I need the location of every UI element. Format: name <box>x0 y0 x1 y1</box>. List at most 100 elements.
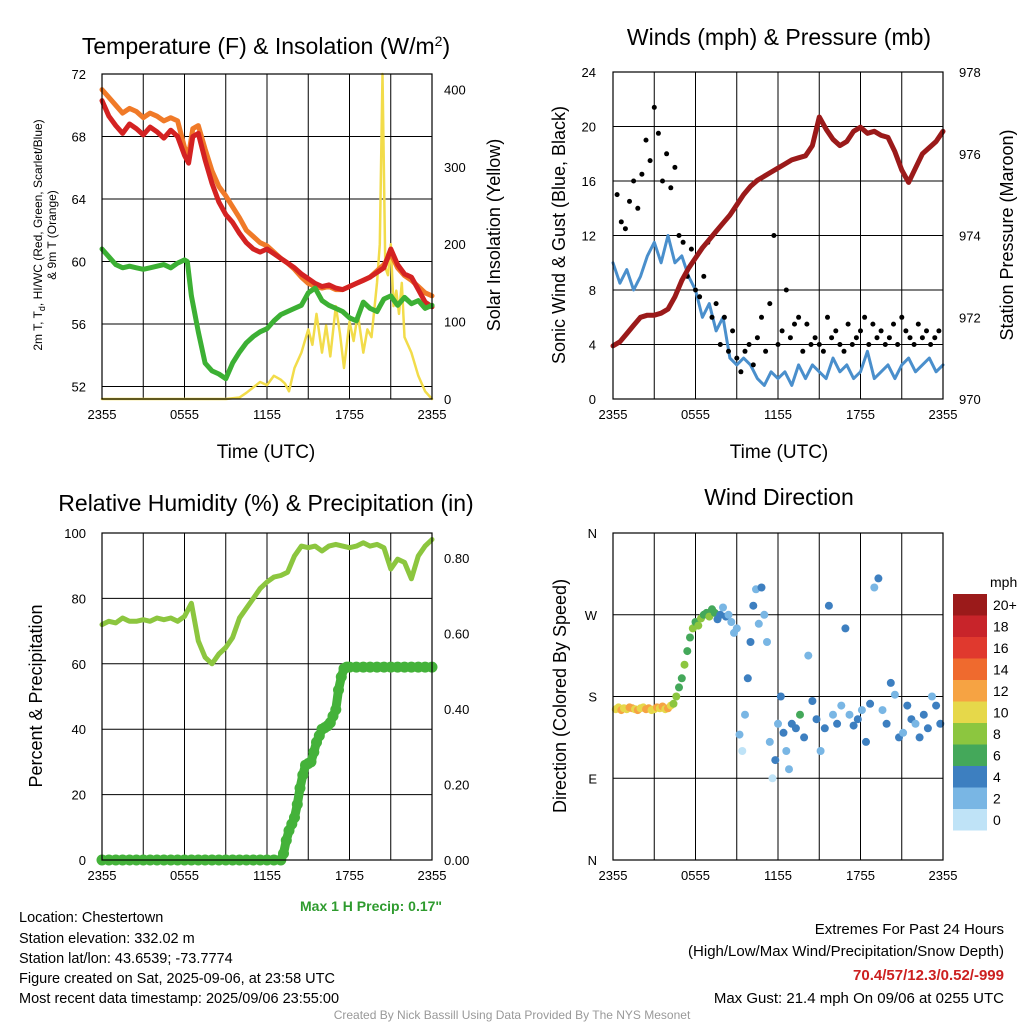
dir-point <box>882 719 891 728</box>
dir-point <box>791 724 800 733</box>
wind-gust-dot <box>660 178 665 184</box>
colorbar-label: 10 <box>993 705 1009 721</box>
wind-gust-dot <box>771 233 777 238</box>
dir-point <box>812 715 821 724</box>
wind-gust-dot <box>812 335 818 341</box>
wind-gust-dot <box>754 335 760 341</box>
precip-dot <box>297 769 309 781</box>
rh-ytick-right: 0.20 <box>444 778 469 793</box>
dir-point <box>923 724 932 733</box>
dir-point <box>890 690 899 699</box>
temp-xlabel: Time (UTC) <box>217 442 316 463</box>
rh-ytick-left: 0 <box>79 853 86 868</box>
wind-gust-dot <box>886 335 892 341</box>
dir-point <box>724 610 733 619</box>
wind-gust-dot <box>936 328 942 334</box>
dir-point <box>936 719 945 728</box>
wind-gust-dot <box>779 328 785 334</box>
humidity-precip-panel: 2355 0555 1155 1755 23550204060801000.000.20… <box>64 526 469 883</box>
dir-point <box>686 633 694 642</box>
dir-ytick-label: W <box>585 608 598 623</box>
wind-gust-dot <box>874 335 880 341</box>
dir-point <box>829 710 837 719</box>
wind-gust-dot <box>800 348 806 354</box>
rh-ytick-left: 80 <box>72 591 86 606</box>
colorbar-label: 4 <box>993 769 1001 785</box>
dir-point <box>837 701 846 710</box>
dir-point <box>694 621 703 630</box>
colorbar-swatch <box>953 766 987 788</box>
dir-point <box>870 583 879 592</box>
dir-point <box>743 674 752 683</box>
wind-gust-dot <box>697 294 703 300</box>
colorbar-swatch <box>953 809 987 831</box>
dir-point <box>768 774 777 783</box>
wind-gust-dot <box>726 348 731 354</box>
dir-point <box>779 728 788 737</box>
wind-gust-dot <box>862 314 868 320</box>
dir-point <box>808 697 817 705</box>
wind-gust-dot <box>796 314 802 320</box>
wind-gust-dot <box>635 205 641 211</box>
wind-gust-dot <box>870 321 876 327</box>
wind-gust-dot <box>664 151 670 157</box>
dir-point <box>874 574 883 583</box>
rh-ytick-right: 0.80 <box>444 551 469 566</box>
temp-xtick-label: 0555 <box>170 407 199 422</box>
wind-xtick-label: 1155 <box>764 407 792 422</box>
temp-ytick-right: 0 <box>444 392 451 407</box>
wind-gust-dot <box>672 164 678 170</box>
dir-xtick-label: 2355 <box>929 868 958 883</box>
wind-ytick-right: 970 <box>959 392 981 407</box>
wind-gust-dot <box>763 348 769 354</box>
dir-point <box>841 624 850 633</box>
temp-ytick-left: 52 <box>72 380 86 395</box>
rh-title: Relative Humidity (%) & Precipitation (i… <box>58 490 473 516</box>
precip-dot <box>294 782 306 794</box>
wind-gust-dot <box>738 369 744 375</box>
colorbar-swatch <box>953 723 987 745</box>
timestamp-text: Most recent data timestamp: 2025/09/06 2… <box>19 991 339 1007</box>
rh-frame <box>101 532 433 861</box>
temperature-panel: 2355 0555 1155 1755 235552566064687201002003… <box>72 67 466 422</box>
precip-dot <box>308 746 320 758</box>
wind-ytick-right: 976 <box>959 147 981 162</box>
dir-point <box>760 610 769 619</box>
dir-point <box>757 583 766 592</box>
wind-gust-dot <box>858 328 863 334</box>
wind-gust-dot <box>837 342 843 347</box>
rh-xtick-label: 0555 <box>170 868 199 883</box>
dir-point <box>741 710 749 719</box>
dir-point <box>800 733 809 742</box>
colorbar-label: 14 <box>993 662 1009 678</box>
dir-point <box>911 719 920 728</box>
rh-xtick-label: 1755 <box>335 868 364 883</box>
dir-point <box>765 737 774 746</box>
pressure-line <box>610 114 946 349</box>
wind-gust-dot <box>911 342 917 347</box>
dir-point <box>749 601 758 610</box>
rh-line <box>99 537 435 667</box>
dir-point <box>820 724 829 733</box>
wind-gust-dot <box>750 362 756 368</box>
wind-ylabel-left: Sonic Wind & Gust (Blue, Black) <box>549 106 569 364</box>
precip-dot <box>333 684 344 696</box>
colorbar-label: 8 <box>993 726 1001 742</box>
temp-series-line <box>99 246 435 382</box>
dir-point <box>746 638 755 646</box>
dir-point <box>824 601 833 610</box>
wind-gust-dot <box>721 314 727 320</box>
dir-point <box>771 756 780 765</box>
rh-xtick-label: 2355 <box>418 868 447 883</box>
wind-gust-dot <box>783 287 789 293</box>
dir-ytick-label: E <box>588 771 597 786</box>
wind-ylabel-right: Station Pressure (Maroon) <box>997 129 1017 340</box>
latlon-text: Station lat/lon: 43.6539; -73.7774 <box>19 951 233 967</box>
rh-ytick-left: 40 <box>72 722 86 737</box>
rh-ytick-left: 20 <box>72 788 86 803</box>
wind-gust-dot <box>841 348 847 354</box>
dir-point <box>782 747 791 755</box>
wind-ytick-left: 24 <box>582 65 596 80</box>
wind-gust-dot <box>829 335 835 341</box>
